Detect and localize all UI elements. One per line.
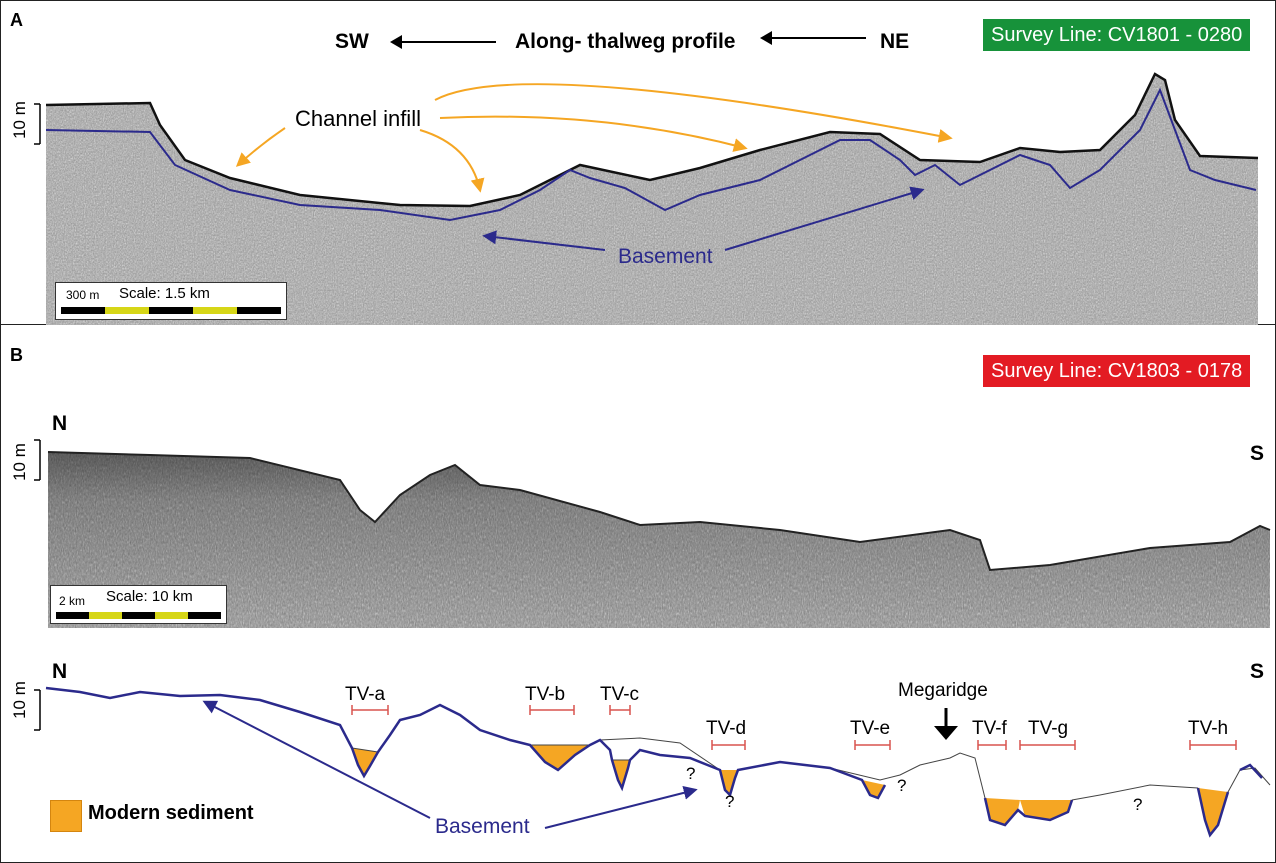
scalebar-a-label: Scale: 1.5 km: [119, 285, 210, 302]
arrow-left-1: [390, 35, 496, 49]
infill-arrows: [235, 83, 953, 251]
scalebar-b-unit: 2 km: [59, 594, 86, 608]
direction-right: NE: [880, 30, 910, 53]
valley-label-e: TV-e: [850, 718, 891, 739]
unknown-mark-3: ?: [897, 776, 907, 795]
panel-a-label: A: [10, 10, 23, 30]
basement-label-interp: Basement: [435, 815, 530, 838]
vertical-scale-b: 10 m: [10, 443, 29, 481]
scalebar-b: 2 km Scale: 10 km: [50, 585, 227, 624]
channel-infill-label: Channel infill: [295, 106, 421, 131]
south-label-b: S: [1250, 442, 1265, 465]
megaridge-label: Megaridge: [898, 680, 988, 701]
survey-line-badge-a: Survey Line: CV1801 - 0280: [983, 19, 1251, 51]
valley-label-f: TV-f: [972, 718, 1007, 739]
unknown-mark-4: ?: [1133, 795, 1143, 814]
interpretation-profile: [34, 686, 1271, 838]
unknown-mark-2: ?: [725, 792, 735, 811]
basement-line-a: [45, 87, 1257, 222]
north-label-interp: N: [52, 660, 68, 683]
north-label-b: N: [52, 412, 68, 435]
south-label-interp: S: [1250, 660, 1265, 683]
direction-left: SW: [335, 30, 369, 53]
valley-label-h: TV-h: [1188, 718, 1229, 739]
direction-title: Along- thalweg profile: [515, 30, 736, 53]
valley-label-a: TV-a: [345, 684, 386, 705]
scalebar-b-label: Scale: 10 km: [106, 588, 193, 605]
valley-label-d: TV-d: [706, 718, 747, 739]
scalebar-a-unit: 300 m: [66, 288, 100, 302]
basement-line-interp: [45, 686, 887, 800]
legend-label: Modern sediment: [88, 802, 254, 824]
basement-label-a: Basement: [618, 245, 713, 268]
legend-swatch: [50, 800, 82, 832]
valley-label-g: TV-g: [1028, 718, 1069, 739]
panel-b-label: B: [10, 345, 23, 365]
valley-label-b: TV-b: [525, 684, 566, 705]
scalebar-a: 300 m Scale: 1.5 km: [55, 282, 287, 320]
survey-line-badge-b: Survey Line: CV1803 - 0178: [983, 355, 1251, 387]
unknown-mark-1: ?: [686, 764, 696, 783]
valley-label-c: TV-c: [600, 684, 640, 705]
seismic-profile-b: [34, 439, 1271, 628]
arrow-left-2: [760, 31, 866, 45]
